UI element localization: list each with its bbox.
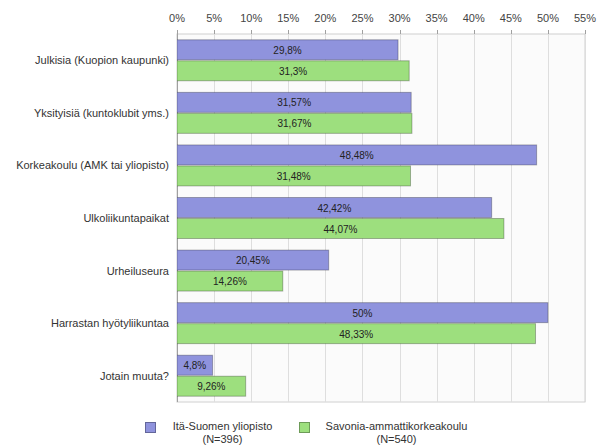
data-label: 48,33%: [339, 329, 373, 340]
tick-label: 5%: [206, 12, 222, 24]
grid-line: [548, 34, 549, 402]
page: {"chart_data": {"type": "bar", "orientat…: [0, 0, 600, 448]
bar: [177, 198, 492, 218]
legend-item: Itä-Suomen yliopisto (N=396): [145, 420, 285, 446]
bar: [177, 355, 213, 375]
bar: [177, 219, 504, 239]
data-label: 31,57%: [277, 97, 311, 108]
data-label: 44,07%: [323, 224, 357, 235]
data-label: 50%: [352, 308, 372, 319]
tick-label: 15%: [277, 12, 299, 24]
legend-swatch: [299, 422, 310, 433]
tick-mark: [548, 30, 549, 34]
data-label: 31,3%: [279, 66, 307, 77]
bar: [177, 40, 398, 60]
grid-line: [585, 34, 586, 402]
bar: [177, 61, 409, 81]
tick-label: 10%: [240, 12, 262, 24]
bar: [177, 376, 246, 396]
category-label: Korkeakoulu (AMK tai yliopisto): [16, 159, 169, 171]
data-label: 29,8%: [273, 45, 301, 56]
tick-mark: [177, 30, 178, 34]
legend-label: Itä-Suomen yliopisto (N=396): [160, 420, 285, 446]
category-label: Ulkoliikuntapaikat: [83, 212, 169, 224]
tick-mark: [325, 30, 326, 34]
tick-label: 50%: [537, 12, 559, 24]
tick-mark: [585, 30, 586, 34]
tick-mark: [251, 30, 252, 34]
data-label: 31,67%: [278, 118, 312, 129]
tick-label: 40%: [463, 12, 485, 24]
data-label: 9,26%: [197, 381, 225, 392]
tick-label: 45%: [500, 12, 522, 24]
plot-frame: [177, 34, 585, 402]
bar: [177, 145, 537, 165]
tick-label: 30%: [389, 12, 411, 24]
grid-line: [511, 34, 512, 402]
legend-item: Savonia-ammattikorkeakoulu (N=540): [299, 420, 479, 446]
bar: [177, 250, 329, 270]
tick-mark: [362, 30, 363, 34]
tick-mark: [474, 30, 475, 34]
bar: [177, 92, 411, 112]
category-label: Julkisia (Kuopion kaupunki): [35, 54, 169, 66]
bar: [177, 324, 536, 344]
category-label: Harrastan hyötyliikuntaa: [51, 317, 170, 329]
tick-label: 20%: [314, 12, 336, 24]
tick-label: 0%: [169, 12, 185, 24]
data-label: 48,48%: [340, 150, 374, 161]
bar: [177, 166, 411, 186]
category-label: Jotain muuta?: [100, 370, 169, 382]
data-label: 42,42%: [317, 203, 351, 214]
data-label: 14,26%: [213, 276, 247, 287]
category-label: Yksityisiä (kuntoklubit yms.): [34, 107, 169, 119]
tick-label: 25%: [351, 12, 373, 24]
chart: 0% 5% 10% 15% 20% 25% 30% 35% 40% 45% 50% 55% Julkis…: [0, 0, 600, 448]
bar: [177, 113, 412, 133]
tick-mark: [214, 30, 215, 34]
tick-mark: [400, 30, 401, 34]
tick-mark: [288, 30, 289, 34]
bar: [177, 303, 548, 323]
data-label: 31,48%: [277, 171, 311, 182]
legend-label: Savonia-ammattikorkeakoulu (N=540): [314, 420, 479, 446]
legend-swatch: [145, 422, 156, 433]
bars: [177, 40, 548, 396]
data-label: 4,8%: [183, 360, 206, 371]
tick-label: 35%: [426, 12, 448, 24]
data-labels: 29,8% 31,57% 48,48% 42,42% 20,45% 50% 4,8% 31,3…: [183, 45, 373, 392]
tick-mark: [437, 30, 438, 34]
category-label: Urheiluseura: [107, 265, 170, 277]
bar: [177, 271, 283, 291]
tick-mark: [511, 30, 512, 34]
legend: Itä-Suomen yliopisto (N=396) Savonia-amma…: [145, 420, 493, 446]
tick-label: 55%: [574, 12, 596, 24]
data-label: 20,45%: [236, 255, 270, 266]
